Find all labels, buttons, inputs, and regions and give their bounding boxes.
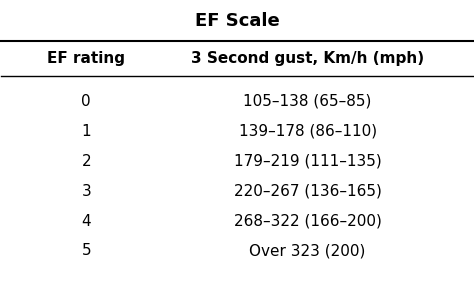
Text: 2: 2 <box>82 154 91 168</box>
Text: 3 Second gust, Km/h (mph): 3 Second gust, Km/h (mph) <box>191 51 424 66</box>
Text: EF rating: EF rating <box>47 51 125 66</box>
Text: 4: 4 <box>82 213 91 228</box>
Text: EF Scale: EF Scale <box>195 12 279 30</box>
Text: 1: 1 <box>82 124 91 139</box>
Text: 5: 5 <box>82 243 91 258</box>
Text: 0: 0 <box>82 94 91 109</box>
Text: 3: 3 <box>82 183 91 198</box>
Text: 220–267 (136–165): 220–267 (136–165) <box>234 183 382 198</box>
Text: Over 323 (200): Over 323 (200) <box>249 243 366 258</box>
Text: 139–178 (86–110): 139–178 (86–110) <box>238 124 377 139</box>
Text: 179–219 (111–135): 179–219 (111–135) <box>234 154 382 168</box>
Text: 105–138 (65–85): 105–138 (65–85) <box>244 94 372 109</box>
Text: 268–322 (166–200): 268–322 (166–200) <box>234 213 382 228</box>
